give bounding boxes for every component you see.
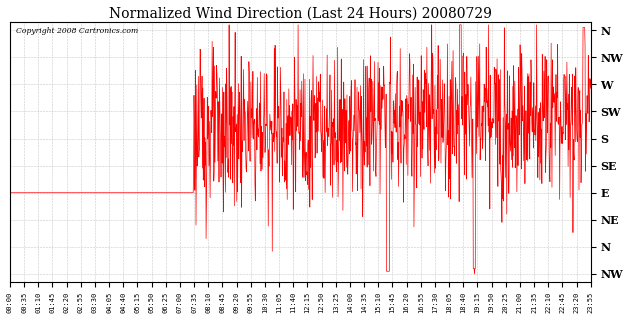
Title: Normalized Wind Direction (Last 24 Hours) 20080729: Normalized Wind Direction (Last 24 Hours… [109, 7, 492, 21]
Text: Copyright 2008 Cartronics.com: Copyright 2008 Cartronics.com [16, 27, 138, 35]
